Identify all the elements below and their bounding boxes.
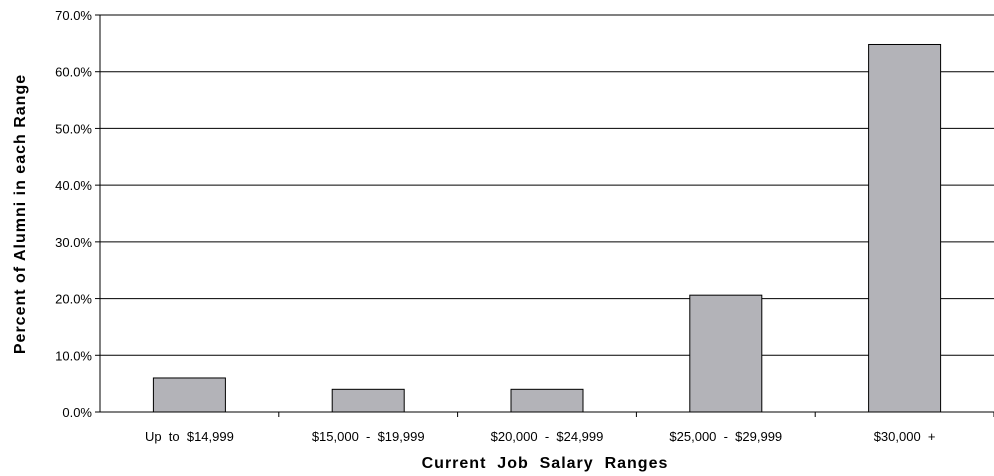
y-tick-label: 70.0%: [55, 8, 92, 23]
bar: [510, 388, 584, 413]
bar: [152, 377, 226, 413]
y-tick-labels: 0.0% 10.0% 20.0% 30.0% 40.0% 50.0% 60.0% 70.0%: [55, 8, 92, 420]
bars: [152, 43, 942, 413]
axes: [95, 14, 994, 417]
y-tick-label: 0.0%: [62, 405, 92, 420]
y-tick-label: 50.0%: [55, 121, 92, 136]
x-axis-title: Current Job Salary Ranges: [422, 455, 669, 472]
x-tick-label: $15,000 - $19,999: [312, 429, 425, 444]
y-tick-label: 20.0%: [55, 292, 92, 307]
x-tick-labels: Up to $14,999 $15,000 - $19,999 $20,000 - …: [145, 429, 936, 444]
bar: [331, 388, 405, 413]
y-axis-title: Percent of Alumni in each Range: [12, 74, 29, 354]
x-tick-label: $20,000 - $24,999: [491, 429, 604, 444]
y-tick-label: 60.0%: [55, 65, 92, 80]
y-tick-label: 10.0%: [55, 348, 92, 363]
x-tick-label: Up to $14,999: [145, 429, 234, 444]
bar: [689, 294, 763, 413]
bar: [868, 43, 942, 413]
y-tick-label: 30.0%: [55, 235, 92, 250]
x-tick-label: $25,000 - $29,999: [669, 429, 782, 444]
gridlines: [100, 14, 994, 356]
y-tick-label: 40.0%: [55, 178, 92, 193]
x-tick-label: $30,000 +: [874, 429, 936, 444]
